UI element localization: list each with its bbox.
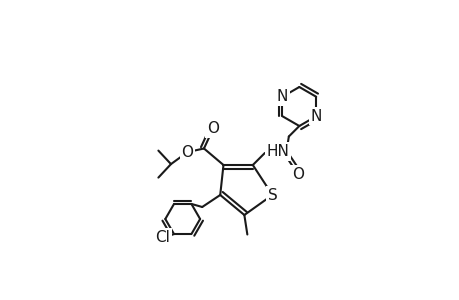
Text: O: O: [181, 145, 193, 160]
Text: HN: HN: [266, 144, 289, 159]
Text: N: N: [310, 109, 321, 124]
Text: O: O: [291, 167, 303, 182]
Text: S: S: [267, 188, 277, 202]
Text: O: O: [207, 122, 218, 136]
Text: N: N: [276, 89, 287, 104]
Text: Cl: Cl: [155, 230, 170, 244]
